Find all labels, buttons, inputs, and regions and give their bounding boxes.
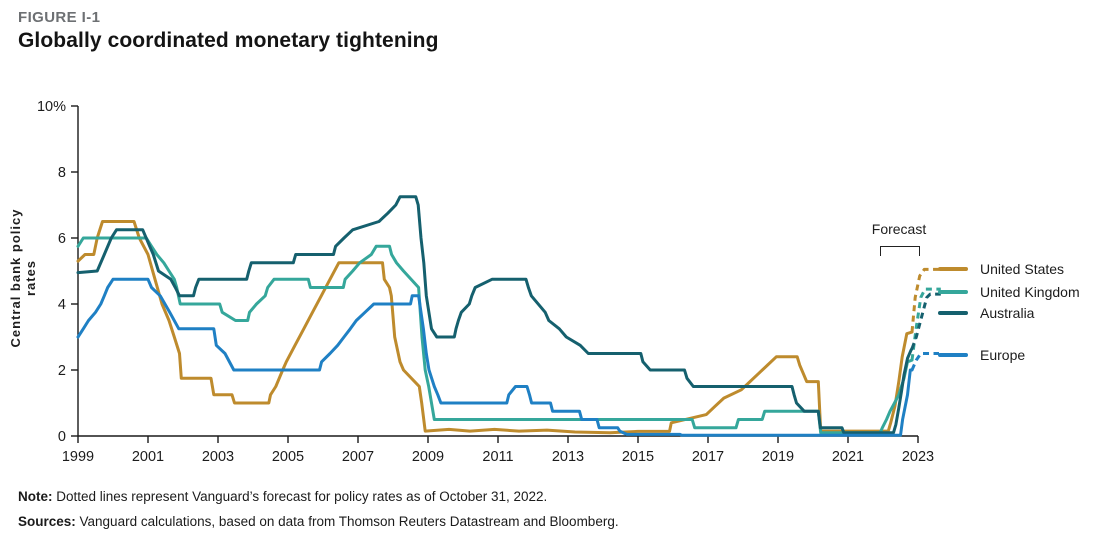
line-australia-history: [76, 195, 914, 435]
x-axis-tick-label: 2015: [622, 449, 654, 465]
y-axis-tick-label: 2: [58, 363, 66, 379]
x-axis-tick-label: 1999: [62, 449, 94, 465]
x-axis-tick-label: 2017: [692, 449, 724, 465]
x-axis-tick-label: 2003: [202, 449, 234, 465]
line-united-states-history: [76, 220, 914, 435]
legend-swatch-europe-icon: [938, 353, 968, 357]
sources-label: Sources:: [18, 514, 76, 529]
legend-label-united-states: United States: [980, 261, 1065, 277]
note-line: Note: Dotted lines represent Vanguard’s …: [18, 489, 619, 504]
legend-label-united-kingdom: United Kingdom: [980, 284, 1080, 300]
x-axis-tick-label: 2009: [412, 449, 444, 465]
line-europe-history: [76, 277, 914, 437]
sources-text: Vanguard calculations, based on data fro…: [75, 514, 619, 529]
x-axis-tick-label: 2013: [552, 449, 584, 465]
line-united-kingdom-history: [76, 236, 914, 435]
legend-swatch-australia-icon: [938, 311, 968, 315]
legend-item-australia: Australia: [938, 305, 1034, 321]
legend-item-europe: Europe: [938, 347, 1025, 363]
legend-swatch-united-kingdom-icon: [938, 290, 968, 294]
figure-label: FIGURE I-1: [18, 9, 101, 26]
line-united-states-forecast: [910, 267, 943, 333]
x-axis-tick-label: 2023: [902, 449, 934, 465]
note-label: Note:: [18, 489, 53, 504]
y-axis-tick-label: 10%: [37, 99, 66, 115]
x-axis-tick-label: 2005: [272, 449, 304, 465]
legend-item-united-kingdom: United Kingdom: [938, 284, 1080, 300]
y-axis-tick-label: 4: [58, 297, 66, 313]
chart-area: 0 2 4 6 8 10% 1999 2001 2003 2005 2007 2009 2011 2013…: [8, 99, 1080, 465]
x-axis-tick-label: 2001: [132, 449, 164, 465]
line-australia-forecast: [910, 292, 941, 350]
footnotes: Note: Dotted lines represent Vanguard’s …: [18, 489, 619, 539]
note-text: Dotted lines represent Vanguard’s foreca…: [52, 489, 548, 504]
y-axis-tick-label: 8: [58, 165, 66, 181]
line-europe-forecast: [910, 352, 939, 371]
y-axis-label: Central bank policy rates: [8, 208, 38, 348]
forecast-label: Forecast: [871, 221, 927, 237]
forecast-bracket-icon: [880, 246, 920, 256]
page-title: Globally coordinated monetary tightening: [18, 29, 439, 52]
y-axis-tick-label: 6: [58, 231, 66, 247]
legend-swatch-united-states-icon: [938, 267, 968, 271]
x-axis-tick-label: 2007: [342, 449, 374, 465]
x-axis-tick-label: 2021: [832, 449, 864, 465]
x-axis-tick-label: 2011: [482, 449, 513, 465]
chart-svg: 0 2 4 6 8 10% 1999 2001 2003 2005 2007 2009 2011 2013…: [37, 99, 943, 465]
legend-label-australia: Australia: [980, 305, 1035, 321]
legend-label-europe: Europe: [980, 347, 1026, 363]
legend-item-united-states: United States: [938, 261, 1064, 277]
y-axis-tick-label: 0: [58, 429, 66, 445]
x-axis-tick-label: 2019: [762, 449, 794, 465]
sources-line: Sources: Vanguard calculations, based on…: [18, 514, 619, 529]
